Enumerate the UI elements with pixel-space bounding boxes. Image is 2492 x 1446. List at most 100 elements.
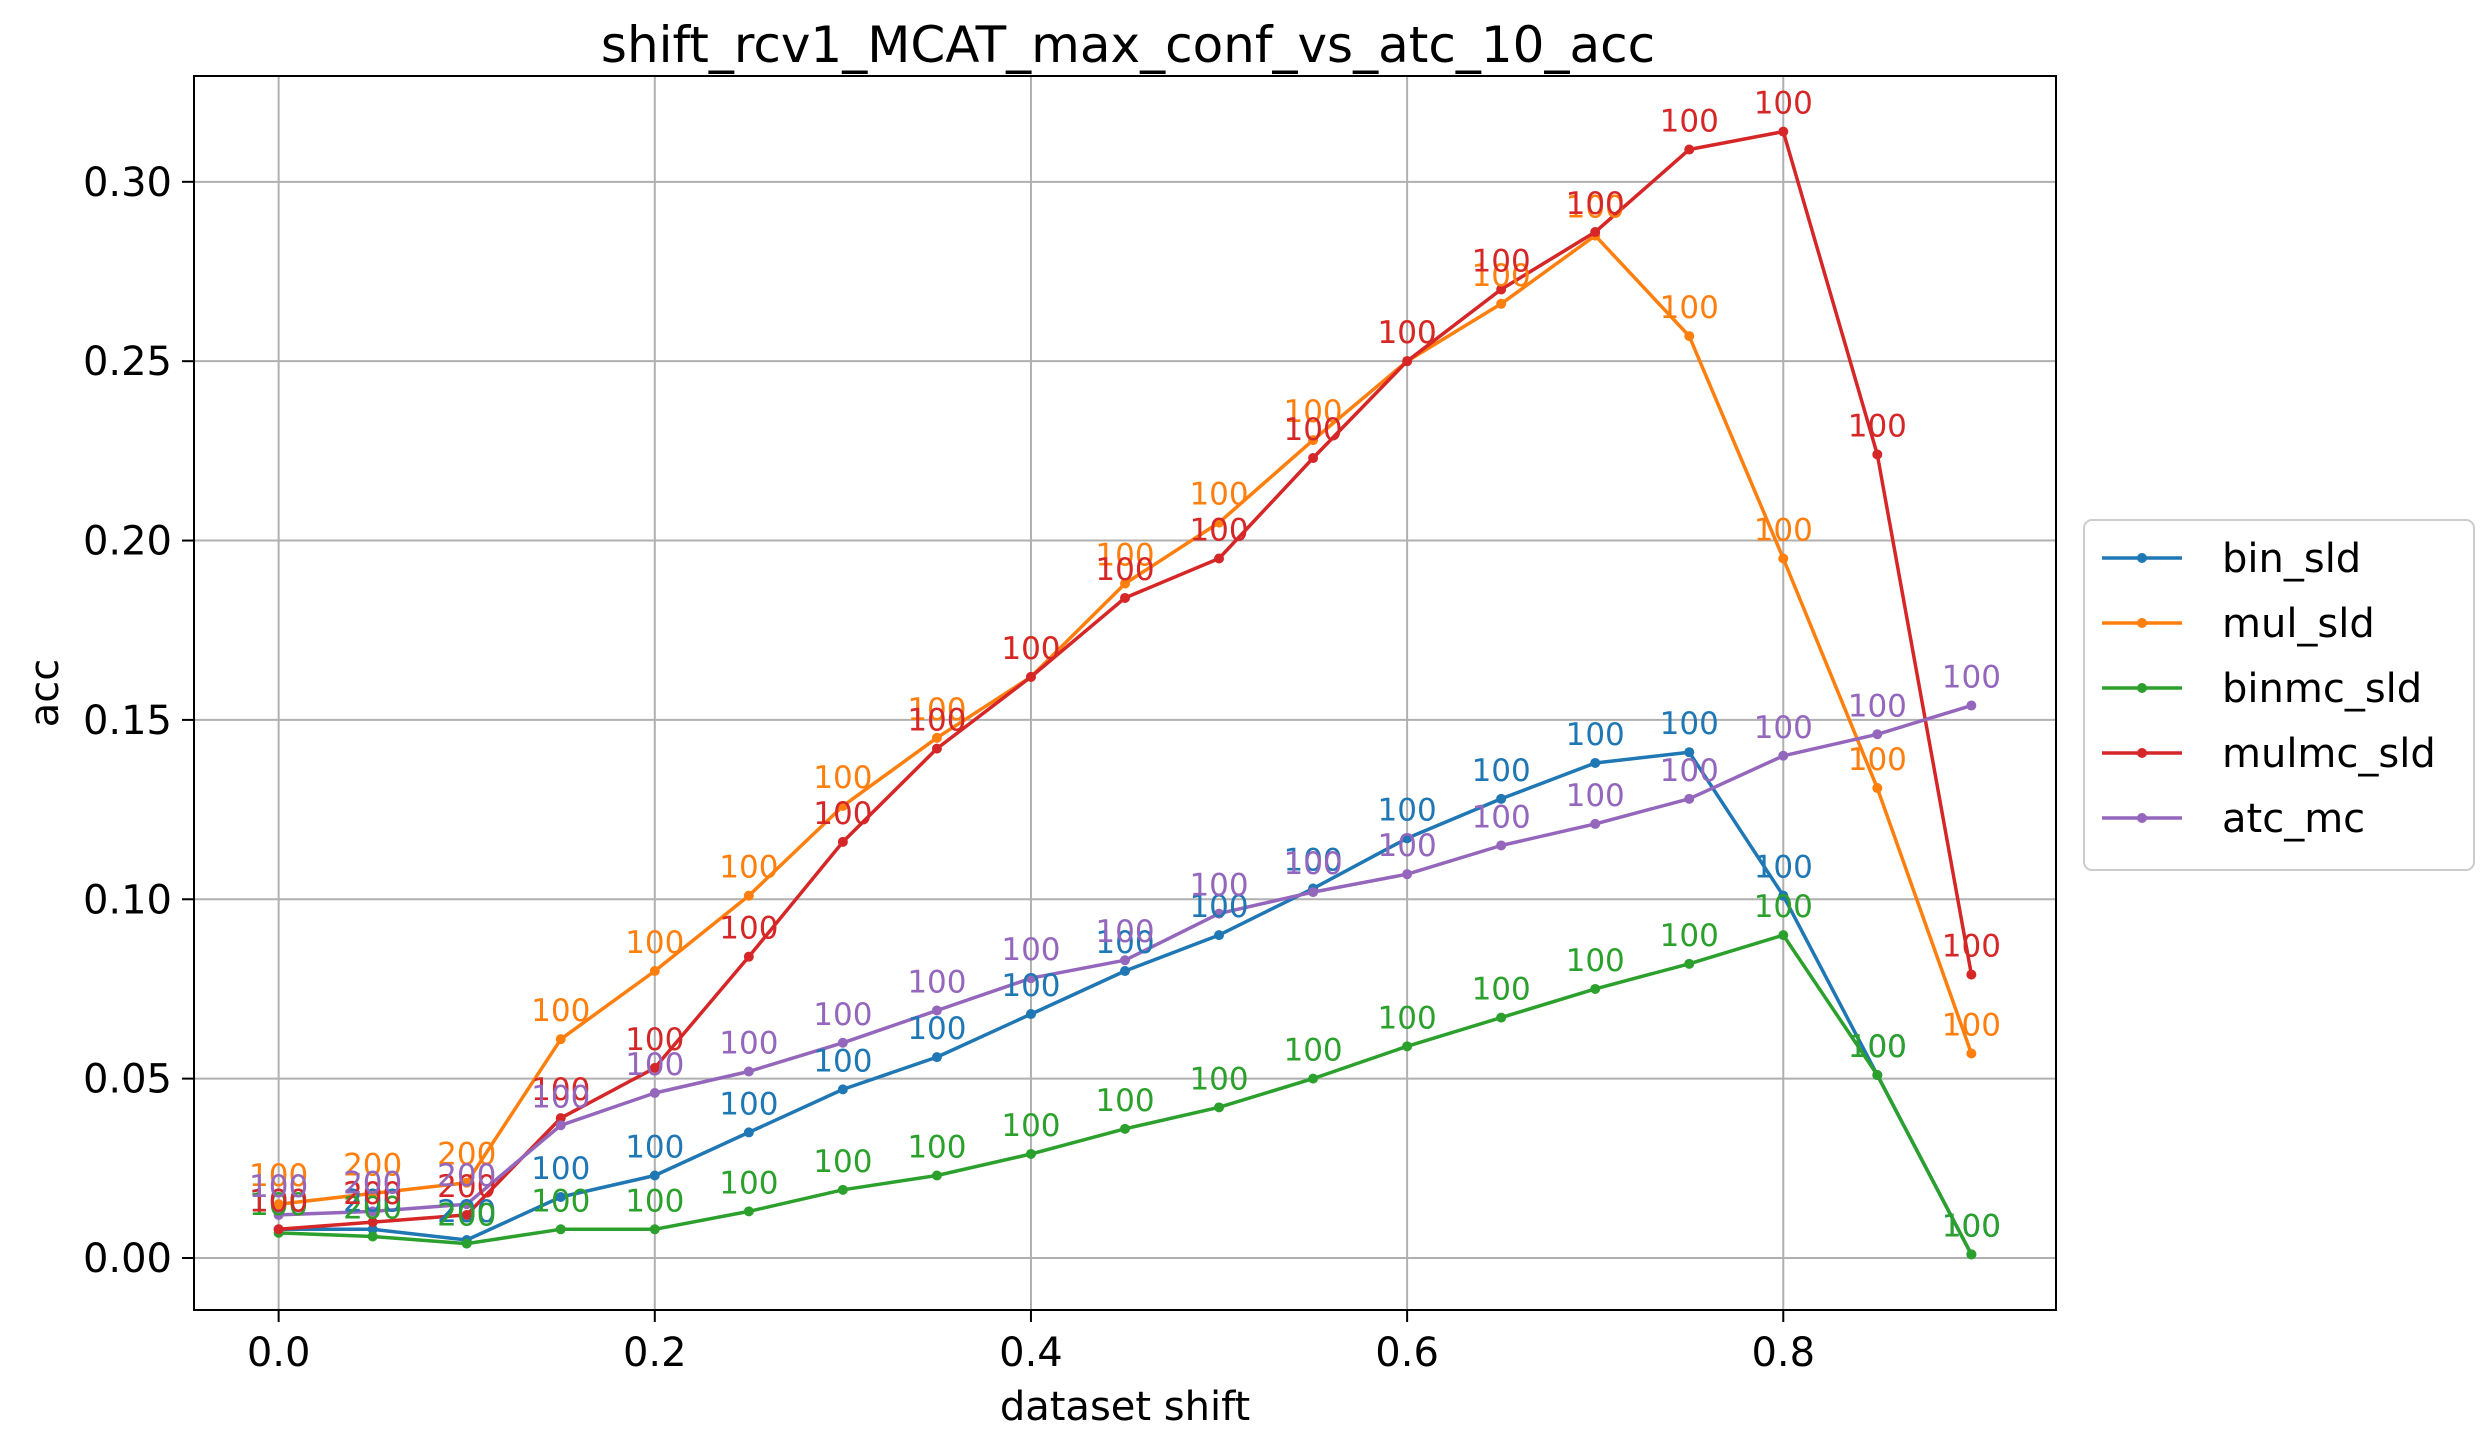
x-axis-label: dataset shift	[1000, 1384, 1250, 1430]
data-point	[1684, 793, 1695, 804]
data-label: 100	[1472, 258, 1531, 294]
data-label: 100	[813, 1043, 872, 1079]
data-point	[1590, 983, 1601, 994]
data-point	[1872, 783, 1883, 794]
data-label: 100	[1095, 552, 1154, 588]
data-label: 100	[813, 997, 872, 1033]
data-point	[837, 800, 848, 811]
data-point	[555, 1120, 566, 1131]
data-label: 100	[1660, 753, 1719, 789]
data-point	[1308, 453, 1319, 464]
data-label: 200	[437, 1169, 496, 1205]
data-label: 100	[719, 1086, 778, 1122]
data-label: 100	[1848, 1029, 1907, 1065]
data-point	[1214, 908, 1225, 919]
data-point	[555, 1224, 566, 1235]
series-lines	[273, 126, 1977, 1260]
data-label: 100	[813, 796, 872, 832]
data-label: 100	[1095, 1083, 1154, 1119]
data-label: 100	[1095, 914, 1154, 950]
data-point	[837, 1184, 848, 1195]
data-point	[461, 1238, 472, 1249]
data-point	[837, 1084, 848, 1095]
data-label: 100	[1472, 243, 1531, 279]
data-label: 100	[1378, 315, 1437, 351]
data-label: 100	[1189, 512, 1248, 548]
data-point	[1684, 958, 1695, 969]
data-point	[367, 1188, 378, 1199]
data-label: 100	[1754, 889, 1813, 925]
data-point	[1872, 729, 1883, 740]
data-label: 100	[1283, 394, 1342, 430]
data-label: 100	[813, 760, 872, 796]
y-tick-label: 0.20	[83, 519, 172, 565]
legend-frame	[2083, 519, 2475, 871]
data-label: 100	[1660, 706, 1719, 742]
data-label: 200	[437, 1198, 496, 1234]
data-label: 100	[249, 1187, 308, 1223]
data-label: 100	[719, 911, 778, 947]
data-label: 100	[1001, 1108, 1060, 1144]
data-label: 100	[625, 1022, 684, 1058]
data-point	[461, 1177, 472, 1188]
data-label: 100	[1001, 631, 1060, 667]
legend-item: mul_sld	[2102, 601, 2375, 647]
data-label: 100	[1848, 742, 1907, 778]
data-label: 100	[531, 1072, 590, 1108]
data-point	[1966, 700, 1977, 711]
data-point	[1778, 750, 1789, 761]
data-label: 100	[1189, 477, 1248, 513]
data-label: 100	[1942, 1208, 2001, 1244]
data-point	[1214, 930, 1225, 941]
legend-label: atc_mc	[2222, 796, 2365, 842]
series-mulmc-sld	[273, 126, 1977, 1235]
data-point	[743, 1066, 754, 1077]
data-label: 100	[1283, 1033, 1342, 1069]
data-label: 100	[625, 925, 684, 961]
data-point	[649, 1170, 660, 1181]
data-point	[1402, 833, 1413, 844]
data-label: 100	[719, 1025, 778, 1061]
data-point	[1590, 818, 1601, 829]
data-label: 100	[1566, 186, 1625, 222]
y-tick-label: 0.25	[83, 339, 172, 385]
data-label: 100	[1660, 918, 1719, 954]
data-label: 200	[437, 1158, 496, 1194]
y-tick-label: 0.10	[83, 877, 172, 923]
data-label: 100	[1189, 1061, 1248, 1097]
data-label: 100	[907, 1129, 966, 1165]
data-point	[1872, 449, 1883, 460]
data-label: 100	[249, 1158, 308, 1194]
legend-label: mulmc_sld	[2222, 731, 2436, 777]
data-point	[555, 1034, 566, 1045]
legend-marker	[2137, 553, 2147, 563]
data-point	[1966, 1048, 1977, 1059]
legend: bin_sld mul_sld binmc_sld mulmc_sld atc_mc	[2083, 519, 2475, 871]
data-point	[1778, 553, 1789, 564]
data-label: 200	[437, 1137, 496, 1173]
data-point	[1214, 517, 1225, 528]
legend-label: bin_sld	[2222, 536, 2361, 582]
data-label: 100	[1378, 792, 1437, 828]
legend-marker	[2137, 618, 2147, 628]
data-label: 200	[343, 1147, 402, 1183]
data-point	[743, 890, 754, 901]
data-label: 100	[1283, 846, 1342, 882]
data-label: 100	[1189, 889, 1248, 925]
data-point	[273, 1199, 284, 1210]
data-label: 100	[1754, 86, 1813, 122]
data-point	[1778, 126, 1789, 137]
data-label: 100	[1566, 190, 1625, 226]
x-tick-label: 0.8	[1751, 1330, 1815, 1376]
legend-item: atc_mc	[2102, 796, 2365, 842]
y-tick-label: 0.15	[83, 698, 172, 744]
data-point	[1872, 1070, 1883, 1081]
legend-marker	[2137, 683, 2147, 693]
data-point	[743, 951, 754, 962]
data-point	[1120, 592, 1130, 603]
data-label: 100	[907, 692, 966, 728]
data-point	[1214, 1102, 1225, 1113]
x-tick-label: 0.2	[623, 1330, 687, 1376]
